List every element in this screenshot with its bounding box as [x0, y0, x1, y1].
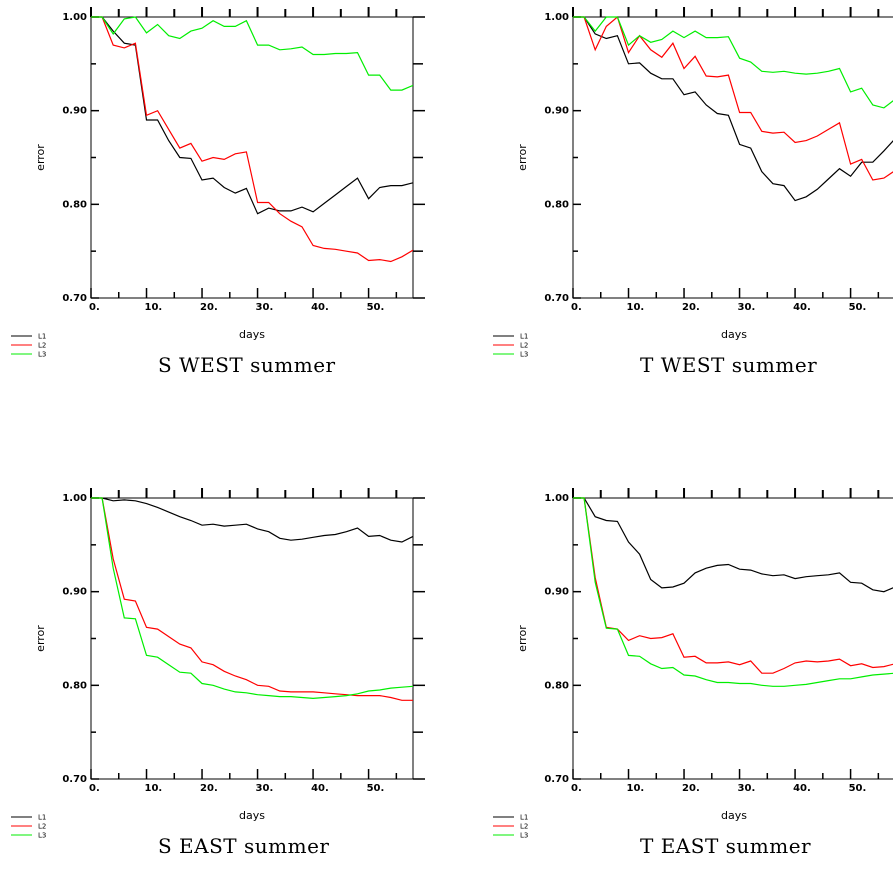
series-line-l2 — [573, 497, 893, 674]
x-tick-label: 10. — [145, 783, 163, 794]
series-line-l2 — [91, 497, 413, 701]
x-tick-label: 0. — [571, 302, 582, 313]
y-tick-label: 0.90 — [62, 106, 87, 117]
x-tick-label: 50. — [849, 783, 867, 794]
chart-title: T WEST summer — [640, 353, 818, 377]
series-line-l3 — [573, 16, 893, 109]
x-tick-label: 30. — [256, 302, 274, 313]
x-axis-label: days — [721, 328, 747, 341]
chart-svg: 0. 10. 20. 30. 40. 50. 0.70 0.80 0.90 1.00 days err… — [11, 488, 425, 840]
y-tick-label: 0.70 — [62, 293, 87, 304]
y-tick-label: 1.00 — [62, 12, 87, 23]
series-line-l3 — [91, 16, 413, 91]
x-axis-label: days — [721, 809, 747, 822]
legend-label: L3 — [38, 351, 46, 359]
x-tick-label: 50. — [367, 783, 385, 794]
y-tick-label: 1.00 — [544, 493, 569, 504]
series-line-l1 — [91, 497, 413, 543]
y-tick-label: 0.90 — [544, 106, 569, 117]
chart-title: S EAST summer — [158, 834, 330, 858]
x-tick-label: 30. — [738, 783, 756, 794]
legend-label: L1 — [520, 333, 528, 341]
y-tick-label: 0.80 — [62, 680, 87, 691]
chart-panel-t-west-summer: 0. 10. 20. 30. 40. 50. 0.70 0.80 0.90 1.00 days err… — [482, 0, 893, 400]
chart-svg: 0. 10. 20. 30. 40. 50. 0.70 0.80 0.90 1.00 days err… — [11, 7, 425, 359]
y-tick-label: 0.90 — [544, 587, 569, 598]
legend-label: L1 — [38, 814, 46, 822]
series-line-l3 — [573, 497, 893, 687]
y-tick-label: 0.80 — [544, 199, 569, 210]
legend-label: L2 — [520, 342, 528, 350]
x-tick-label: 40. — [793, 783, 811, 794]
series-line-l2 — [91, 16, 413, 263]
x-axis-label: days — [239, 328, 265, 341]
x-tick-label: 50. — [367, 302, 385, 313]
series-line-l1 — [91, 16, 413, 215]
chart-panel-s-east-summer: 0. 10. 20. 30. 40. 50. 0.70 0.80 0.90 1.00 days err… — [0, 481, 425, 881]
x-tick-label: 10. — [627, 302, 645, 313]
x-tick-label: 10. — [627, 783, 645, 794]
y-axis-label: error — [516, 144, 529, 171]
y-tick-label: 0.70 — [544, 774, 569, 785]
x-tick-label: 0. — [571, 783, 582, 794]
chart-title: T EAST summer — [640, 834, 812, 858]
legend-label: L1 — [520, 814, 528, 822]
chart-title: S WEST summer — [158, 353, 336, 377]
y-axis-label: error — [34, 625, 47, 652]
legend-label: L2 — [38, 823, 46, 831]
y-axis-label: error — [34, 144, 47, 171]
plot-frame — [572, 16, 893, 299]
chart-panel-t-east-summer: 0. 10. 20. 30. 40. 50. 0.70 0.80 0.90 1.00 days err… — [482, 481, 893, 881]
legend-label: L2 — [38, 342, 46, 350]
x-tick-label: 40. — [793, 302, 811, 313]
legend-label: L3 — [520, 351, 528, 359]
x-tick-label: 20. — [200, 302, 218, 313]
y-tick-label: 0.70 — [62, 774, 87, 785]
plot-frame — [90, 497, 414, 780]
series-line-l1 — [573, 16, 893, 202]
x-tick-label: 30. — [738, 302, 756, 313]
series-line-l2 — [573, 16, 893, 181]
x-tick-label: 20. — [200, 783, 218, 794]
series-line-l1 — [573, 497, 893, 593]
y-tick-label: 0.90 — [62, 587, 87, 598]
x-tick-label: 30. — [256, 783, 274, 794]
series-line-l3 — [91, 497, 413, 700]
legend-label: L2 — [520, 823, 528, 831]
x-tick-label: 10. — [145, 302, 163, 313]
chart-svg: 0. 10. 20. 30. 40. 50. 0.70 0.80 0.90 1.00 days err… — [493, 7, 893, 359]
plot-frame — [90, 16, 414, 299]
y-tick-label: 0.80 — [544, 680, 569, 691]
chart-svg: 0. 10. 20. 30. 40. 50. 0.70 0.80 0.90 1.00 days err… — [493, 488, 893, 840]
y-tick-label: 0.80 — [62, 199, 87, 210]
y-tick-label: 1.00 — [62, 493, 87, 504]
x-tick-label: 50. — [849, 302, 867, 313]
legend-label: L3 — [520, 832, 528, 840]
x-tick-label: 0. — [89, 302, 100, 313]
x-tick-label: 40. — [311, 302, 329, 313]
legend-label: L1 — [38, 333, 46, 341]
legend-label: L3 — [38, 832, 46, 840]
x-tick-label: 20. — [682, 302, 700, 313]
x-tick-label: 0. — [89, 783, 100, 794]
x-tick-label: 20. — [682, 783, 700, 794]
y-tick-label: 1.00 — [544, 12, 569, 23]
y-tick-label: 0.70 — [544, 293, 569, 304]
y-axis-label: error — [516, 625, 529, 652]
x-axis-label: days — [239, 809, 265, 822]
x-tick-label: 40. — [311, 783, 329, 794]
chart-panel-s-west-summer: 0. 10. 20. 30. 40. 50. 0.70 0.80 0.90 1.00 days err… — [0, 0, 425, 400]
